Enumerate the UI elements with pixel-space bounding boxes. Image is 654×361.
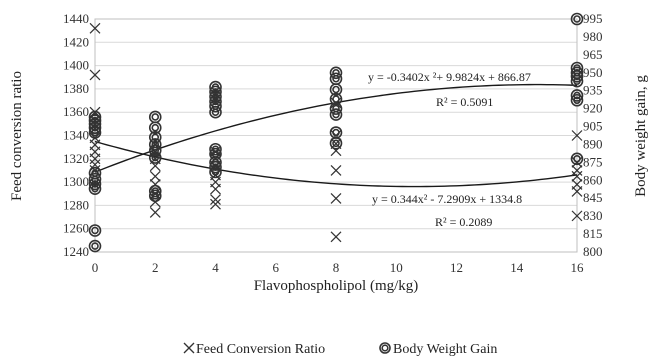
point-body-weight-gain	[148, 189, 162, 203]
x-tick-label: 4	[212, 260, 219, 275]
y-tick-label: 1380	[63, 81, 89, 96]
x-tick-label: 10	[390, 260, 403, 275]
point-body-weight-gain	[88, 224, 102, 237]
y2-tick-label: 980	[583, 29, 603, 44]
point-body-weight-gain	[329, 92, 343, 106]
point-body-weight-gain	[148, 110, 162, 124]
x-tick-label: 12	[450, 260, 463, 275]
point-body-weight-gain	[570, 74, 584, 88]
y2-tick-label: 890	[583, 136, 603, 151]
point-body-weight-gain	[148, 121, 162, 135]
trendline-r2-feed-conversion-ratio: R² = 0.2089	[435, 215, 492, 229]
y-tick-label: 1360	[63, 104, 89, 119]
y2-tick-label: 920	[583, 101, 603, 116]
trendline-equation-body-weight-gain: y = -0.3402x ²+ 9.9824x + 866.87	[368, 70, 531, 84]
y2-axis-label: Body weight gain, g	[633, 75, 649, 197]
point-body-weight-gain	[88, 126, 102, 139]
y2-tick-label: 800	[583, 244, 603, 259]
y-tick-label: 1400	[63, 58, 89, 73]
point-body-weight-gain	[329, 126, 343, 139]
point-feed-conversion-ratio	[210, 183, 221, 195]
point-feed-conversion-ratio	[210, 198, 221, 210]
y2-tick-label: 995	[583, 11, 603, 26]
legend: Feed Conversion Ratio Body Weight Gain	[183, 342, 497, 357]
point-body-weight-gain	[88, 114, 102, 127]
y2-tick-label: 935	[583, 83, 603, 98]
point-feed-conversion-ratio	[89, 22, 101, 34]
y-tick-label: 1300	[63, 174, 89, 189]
x-tick-label: 8	[333, 260, 340, 275]
y-tick-label: 1240	[63, 244, 89, 259]
x-axis-ticks: 0 2 4 6 8 10 12 14 16	[92, 260, 584, 275]
x-tick-label: 2	[152, 260, 159, 275]
point-feed-conversion-ratio	[330, 192, 342, 204]
point-feed-conversion-ratio	[571, 210, 583, 222]
point-feed-conversion-ratio	[571, 130, 583, 141]
x-tick-label: 14	[510, 260, 524, 275]
point-feed-conversion-ratio	[149, 170, 161, 182]
y2-tick-label: 905	[583, 119, 603, 134]
y2-tick-label: 845	[583, 190, 603, 205]
point-feed-conversion-ratio	[149, 179, 161, 190]
point-feed-conversion-ratio	[571, 170, 583, 182]
y2-tick-label: 815	[583, 226, 603, 241]
trendline-equation-feed-conversion-ratio: y = 0.344x² - 7.2909x + 1334.8	[372, 192, 522, 206]
legend-marker-feed-conversion-ratio	[183, 342, 195, 354]
point-body-weight-gain	[88, 182, 102, 195]
y-axis-label: Feed conversion ratio	[9, 71, 25, 201]
y2-tick-label: 830	[583, 208, 603, 223]
point-feed-conversion-ratio	[571, 185, 583, 197]
legend-marker-body-weight-gain	[379, 342, 391, 354]
y-tick-label: 1340	[63, 128, 89, 143]
x-tick-label: 16	[571, 260, 585, 275]
point-body-weight-gain	[570, 93, 584, 107]
y2-tick-label: 875	[583, 154, 603, 169]
point-feed-conversion-ratio	[89, 69, 101, 81]
y-axis-right-ticks: 800 815 830 845 860 875 890 905 920 935 950 965 980 9…	[583, 11, 603, 259]
x-axis-label: Flavophospholipol (mg/kg)	[254, 278, 419, 294]
point-body-weight-gain	[570, 12, 584, 26]
trendline-r2-body-weight-gain: R² = 0.5091	[436, 95, 493, 109]
point-feed-conversion-ratio	[149, 206, 161, 218]
point-body-weight-gain	[329, 83, 343, 96]
point-body-weight-gain	[148, 151, 162, 164]
point-feed-conversion-ratio	[210, 194, 221, 205]
point-body-weight-gain	[209, 105, 222, 119]
point-body-weight-gain	[329, 108, 343, 121]
trendline-feed-conversion-ratio	[94, 140, 578, 188]
legend-label-body-weight-gain: Body Weight Gain	[393, 342, 497, 357]
y-tick-label: 1440	[63, 11, 89, 26]
legend-label-feed-conversion-ratio: Feed Conversion Ratio	[196, 342, 325, 357]
x-tick-label: 0	[92, 260, 99, 275]
data-points	[88, 12, 584, 253]
y-tick-label: 1320	[63, 151, 89, 166]
point-feed-conversion-ratio	[330, 231, 342, 243]
y2-tick-label: 860	[583, 172, 603, 187]
x-tick-label: 6	[273, 260, 280, 275]
point-body-weight-gain	[88, 239, 102, 253]
y-axis-left-ticks: 1240 1260 1280 1300 1320 1340 1360 1380 1400 1420…	[63, 11, 89, 259]
y-tick-label: 1280	[63, 197, 89, 212]
point-body-weight-gain	[148, 144, 162, 157]
y2-tick-label: 965	[583, 47, 603, 62]
y2-tick-label: 950	[583, 65, 603, 80]
point-body-weight-gain	[209, 165, 222, 179]
point-body-weight-gain	[148, 130, 162, 144]
y-tick-label: 1420	[63, 34, 89, 49]
point-feed-conversion-ratio	[330, 165, 342, 176]
y-tick-label: 1260	[63, 221, 89, 236]
point-body-weight-gain	[329, 136, 343, 150]
point-body-weight-gain	[570, 152, 584, 166]
